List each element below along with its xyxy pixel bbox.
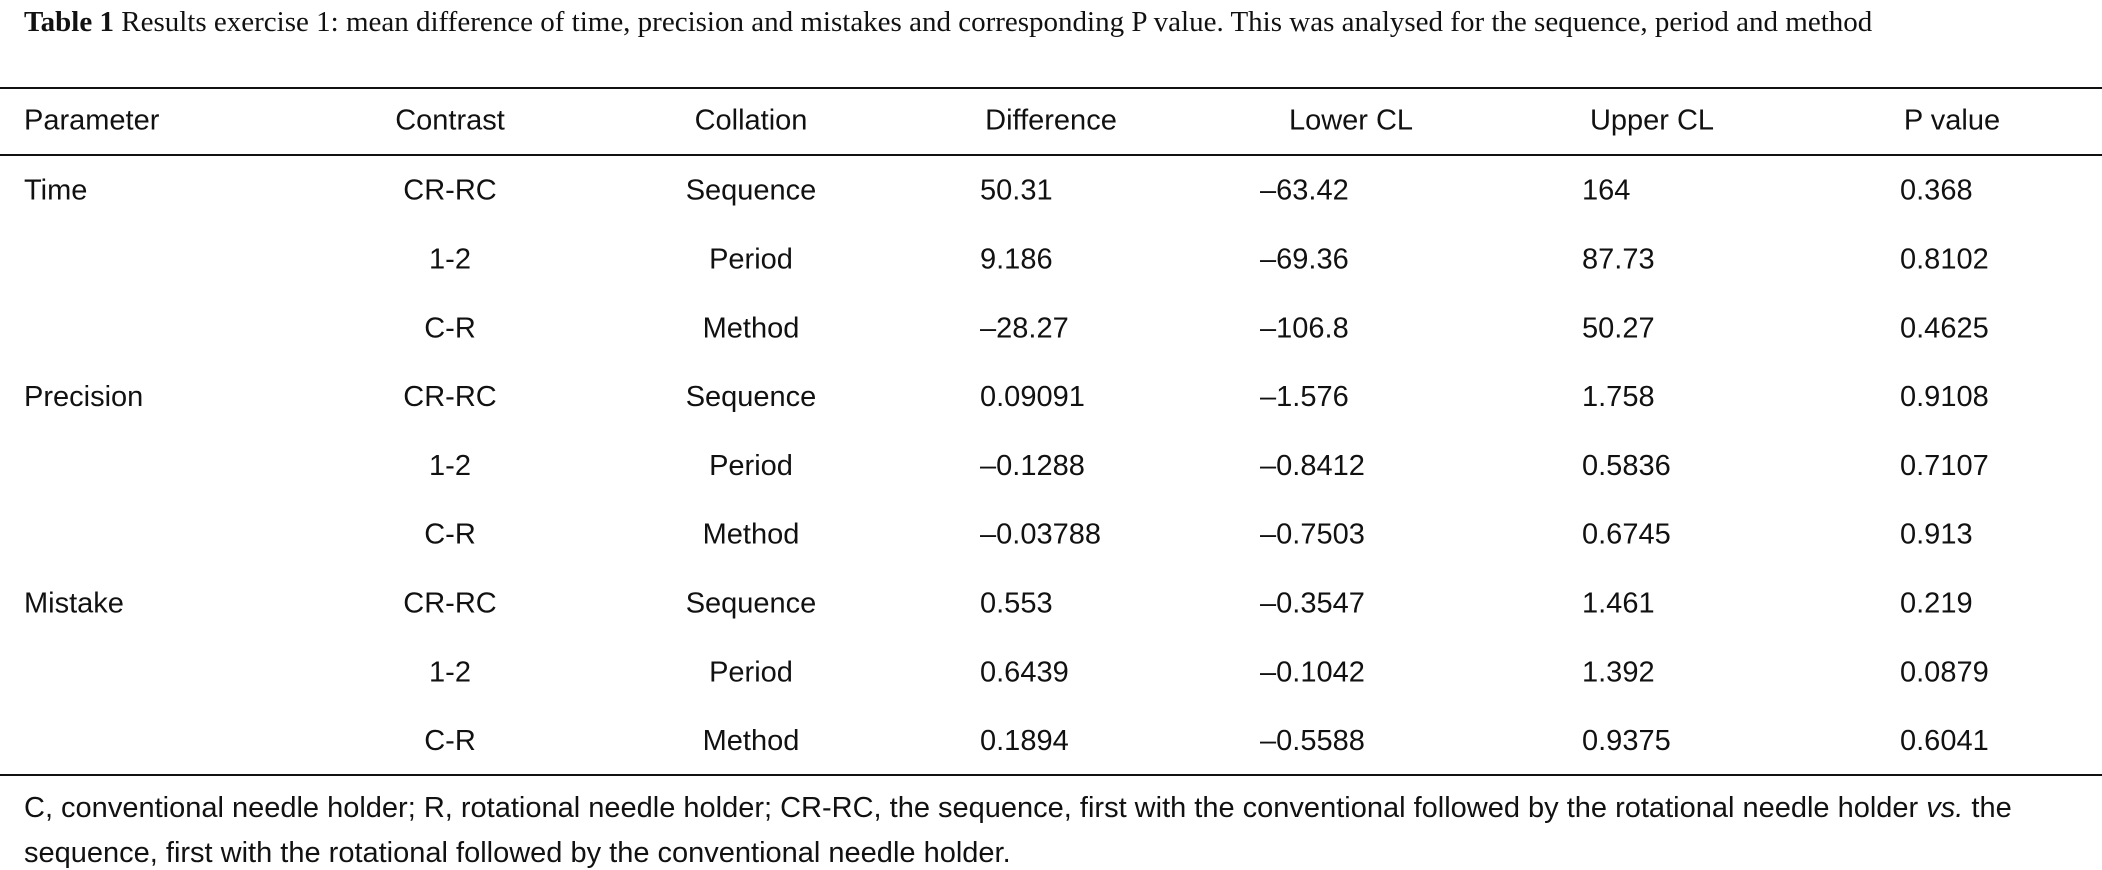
- table-cell: Precision: [24, 381, 143, 413]
- table-cell: Method: [703, 519, 800, 551]
- table-cell: –69.36: [1260, 243, 1349, 275]
- table-cell: –28.27: [980, 312, 1069, 344]
- table-cell: 164: [1582, 175, 1630, 207]
- table-cell: 1.758: [1582, 381, 1655, 413]
- header-cell: Upper CL: [1590, 105, 1714, 137]
- table-cell: CR-RC: [403, 381, 496, 413]
- table-caption: Table 1 Results exercise 1: mean differe…: [24, 2, 2094, 43]
- header-cell: P value: [1904, 105, 2000, 137]
- table-cell: –0.03788: [980, 519, 1101, 551]
- table-cell: Sequence: [686, 381, 817, 413]
- table-cell: –0.5588: [1260, 725, 1365, 757]
- table-cell: 50.27: [1582, 312, 1655, 344]
- table-cell: 0.6439: [980, 656, 1069, 688]
- table-cell: 0.09091: [980, 381, 1085, 413]
- table-cell: 0.9375: [1582, 725, 1671, 757]
- caption-label: Table 1: [24, 6, 114, 38]
- table-cell: 87.73: [1582, 243, 1655, 275]
- table-cell: 9.186: [980, 243, 1053, 275]
- header-cell: Lower CL: [1289, 105, 1413, 137]
- table-cell: 0.1894: [980, 725, 1069, 757]
- table-cell: C-R: [424, 725, 476, 757]
- table-cell: 0.913: [1900, 519, 1973, 551]
- table-cell: Period: [709, 656, 793, 688]
- table-cell: –0.1042: [1260, 656, 1365, 688]
- table-cell: 1-2: [429, 656, 471, 688]
- header-cell: Difference: [985, 105, 1117, 137]
- caption-text: Results exercise 1: mean difference of t…: [121, 6, 1873, 38]
- table-cell: Method: [703, 312, 800, 344]
- header-cell: Collation: [695, 105, 808, 137]
- table-cell: 0.5836: [1582, 450, 1671, 482]
- table-cell: –0.3547: [1260, 587, 1365, 619]
- table-cell: –106.8: [1260, 312, 1349, 344]
- table-cell: –0.7503: [1260, 519, 1365, 551]
- footnote-text: the sequence, first with the rotational …: [24, 792, 2012, 869]
- table-cell: CR-RC: [403, 175, 496, 207]
- table-cell: Time: [24, 175, 87, 207]
- table-cell: –0.8412: [1260, 450, 1365, 482]
- table-cell: –1.576: [1260, 381, 1349, 413]
- table-cell: Method: [703, 725, 800, 757]
- footnote-text: C, conventional needle holder; R, rotati…: [24, 792, 1927, 824]
- table-cell: Sequence: [686, 175, 817, 207]
- table-cell: 0.0879: [1900, 656, 1989, 688]
- table-cell: 0.4625: [1900, 312, 1989, 344]
- footnote-italic: vs.: [1926, 792, 1964, 824]
- table-cell: 0.7107: [1900, 450, 1989, 482]
- table-cell: 0.6041: [1900, 725, 1989, 757]
- table-footnote: C, conventional needle holder; R, rotati…: [24, 786, 2102, 870]
- table-cell: 0.553: [980, 587, 1053, 619]
- table-cell: 50.31: [980, 175, 1053, 207]
- table-cell: –0.1288: [980, 450, 1085, 482]
- table-cell: Period: [709, 243, 793, 275]
- table-cell: 1-2: [429, 243, 471, 275]
- header-cell: Contrast: [395, 105, 505, 137]
- table-cell: Period: [709, 450, 793, 482]
- table-cell: 0.8102: [1900, 243, 1989, 275]
- table-cell: 0.219: [1900, 587, 1973, 619]
- header-cell: Parameter: [24, 105, 160, 137]
- table-cell: CR-RC: [403, 587, 496, 619]
- table-cell: 1.392: [1582, 656, 1655, 688]
- table-cell: Sequence: [686, 587, 817, 619]
- table-cell: 0.368: [1900, 175, 1973, 207]
- table-cell: C-R: [424, 519, 476, 551]
- table-cell: 1.461: [1582, 587, 1655, 619]
- table-cell: –63.42: [1260, 175, 1349, 207]
- table-cell: 1-2: [429, 450, 471, 482]
- table-cell: 0.9108: [1900, 381, 1989, 413]
- table-cell: Mistake: [24, 587, 124, 619]
- table-cell: 0.6745: [1582, 519, 1671, 551]
- table-cell: C-R: [424, 312, 476, 344]
